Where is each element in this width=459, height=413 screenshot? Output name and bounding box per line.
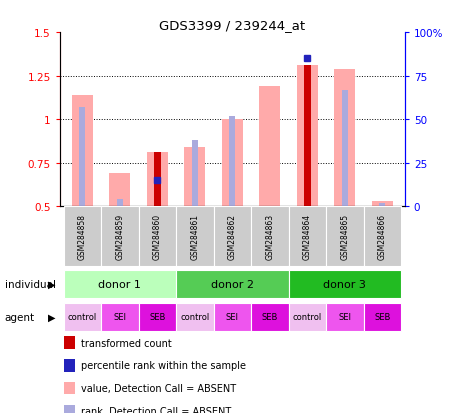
Bar xyxy=(138,303,176,331)
Bar xyxy=(147,153,167,206)
Text: individual: individual xyxy=(5,279,56,289)
Text: SEB: SEB xyxy=(373,313,390,321)
Bar xyxy=(251,303,288,331)
Text: GSM284865: GSM284865 xyxy=(340,214,348,259)
Bar xyxy=(184,147,205,206)
Bar xyxy=(176,303,213,331)
Bar xyxy=(79,108,85,206)
Text: GSM284858: GSM284858 xyxy=(78,214,87,259)
Title: GDS3399 / 239244_at: GDS3399 / 239244_at xyxy=(159,19,305,32)
Bar xyxy=(213,206,251,266)
Text: rank, Detection Call = ABSENT: rank, Detection Call = ABSENT xyxy=(81,406,231,413)
Bar xyxy=(288,270,400,298)
Text: GSM284864: GSM284864 xyxy=(302,214,311,259)
Bar xyxy=(371,201,392,206)
Text: ▶: ▶ xyxy=(48,312,55,322)
Bar xyxy=(176,206,213,266)
Text: SEI: SEI xyxy=(337,313,351,321)
Text: agent: agent xyxy=(5,312,34,322)
Bar xyxy=(259,87,280,206)
Bar xyxy=(303,66,310,206)
Bar xyxy=(251,206,288,266)
Bar xyxy=(63,270,176,298)
Text: GSM284862: GSM284862 xyxy=(227,214,236,259)
Text: donor 2: donor 2 xyxy=(210,279,253,289)
Bar xyxy=(191,140,197,206)
Text: ▶: ▶ xyxy=(48,279,55,289)
Bar xyxy=(222,120,242,206)
Text: value, Detection Call = ABSENT: value, Detection Call = ABSENT xyxy=(81,383,236,393)
Text: control: control xyxy=(180,313,209,321)
Bar xyxy=(101,303,138,331)
Bar xyxy=(72,95,92,206)
Bar xyxy=(176,270,288,298)
Bar xyxy=(288,303,325,331)
Bar xyxy=(363,303,400,331)
Bar xyxy=(213,303,251,331)
Bar xyxy=(363,206,400,266)
Text: GSM284859: GSM284859 xyxy=(115,214,124,259)
Bar xyxy=(109,173,130,206)
Bar xyxy=(341,90,347,206)
Bar xyxy=(138,206,176,266)
Text: donor 1: donor 1 xyxy=(98,279,141,289)
Bar xyxy=(334,69,354,206)
Bar xyxy=(63,206,101,266)
Text: control: control xyxy=(67,313,97,321)
Bar xyxy=(325,206,363,266)
Bar xyxy=(379,203,384,206)
Text: SEI: SEI xyxy=(113,313,126,321)
Text: SEI: SEI xyxy=(225,313,238,321)
Bar xyxy=(154,153,160,206)
Bar xyxy=(325,303,363,331)
Text: GSM284861: GSM284861 xyxy=(190,214,199,259)
Text: percentile rank within the sample: percentile rank within the sample xyxy=(81,361,246,370)
Bar xyxy=(101,206,138,266)
Bar xyxy=(63,303,101,331)
Text: SEB: SEB xyxy=(149,313,165,321)
Text: GSM284863: GSM284863 xyxy=(265,214,274,259)
Text: transformed count: transformed count xyxy=(81,338,172,348)
Text: donor 3: donor 3 xyxy=(323,279,365,289)
Bar xyxy=(117,199,123,206)
Bar xyxy=(229,116,235,206)
Text: GSM284866: GSM284866 xyxy=(377,214,386,259)
Bar xyxy=(297,66,317,206)
Text: GSM284860: GSM284860 xyxy=(152,214,162,259)
Text: SEB: SEB xyxy=(261,313,277,321)
Bar xyxy=(288,206,325,266)
Text: control: control xyxy=(292,313,321,321)
